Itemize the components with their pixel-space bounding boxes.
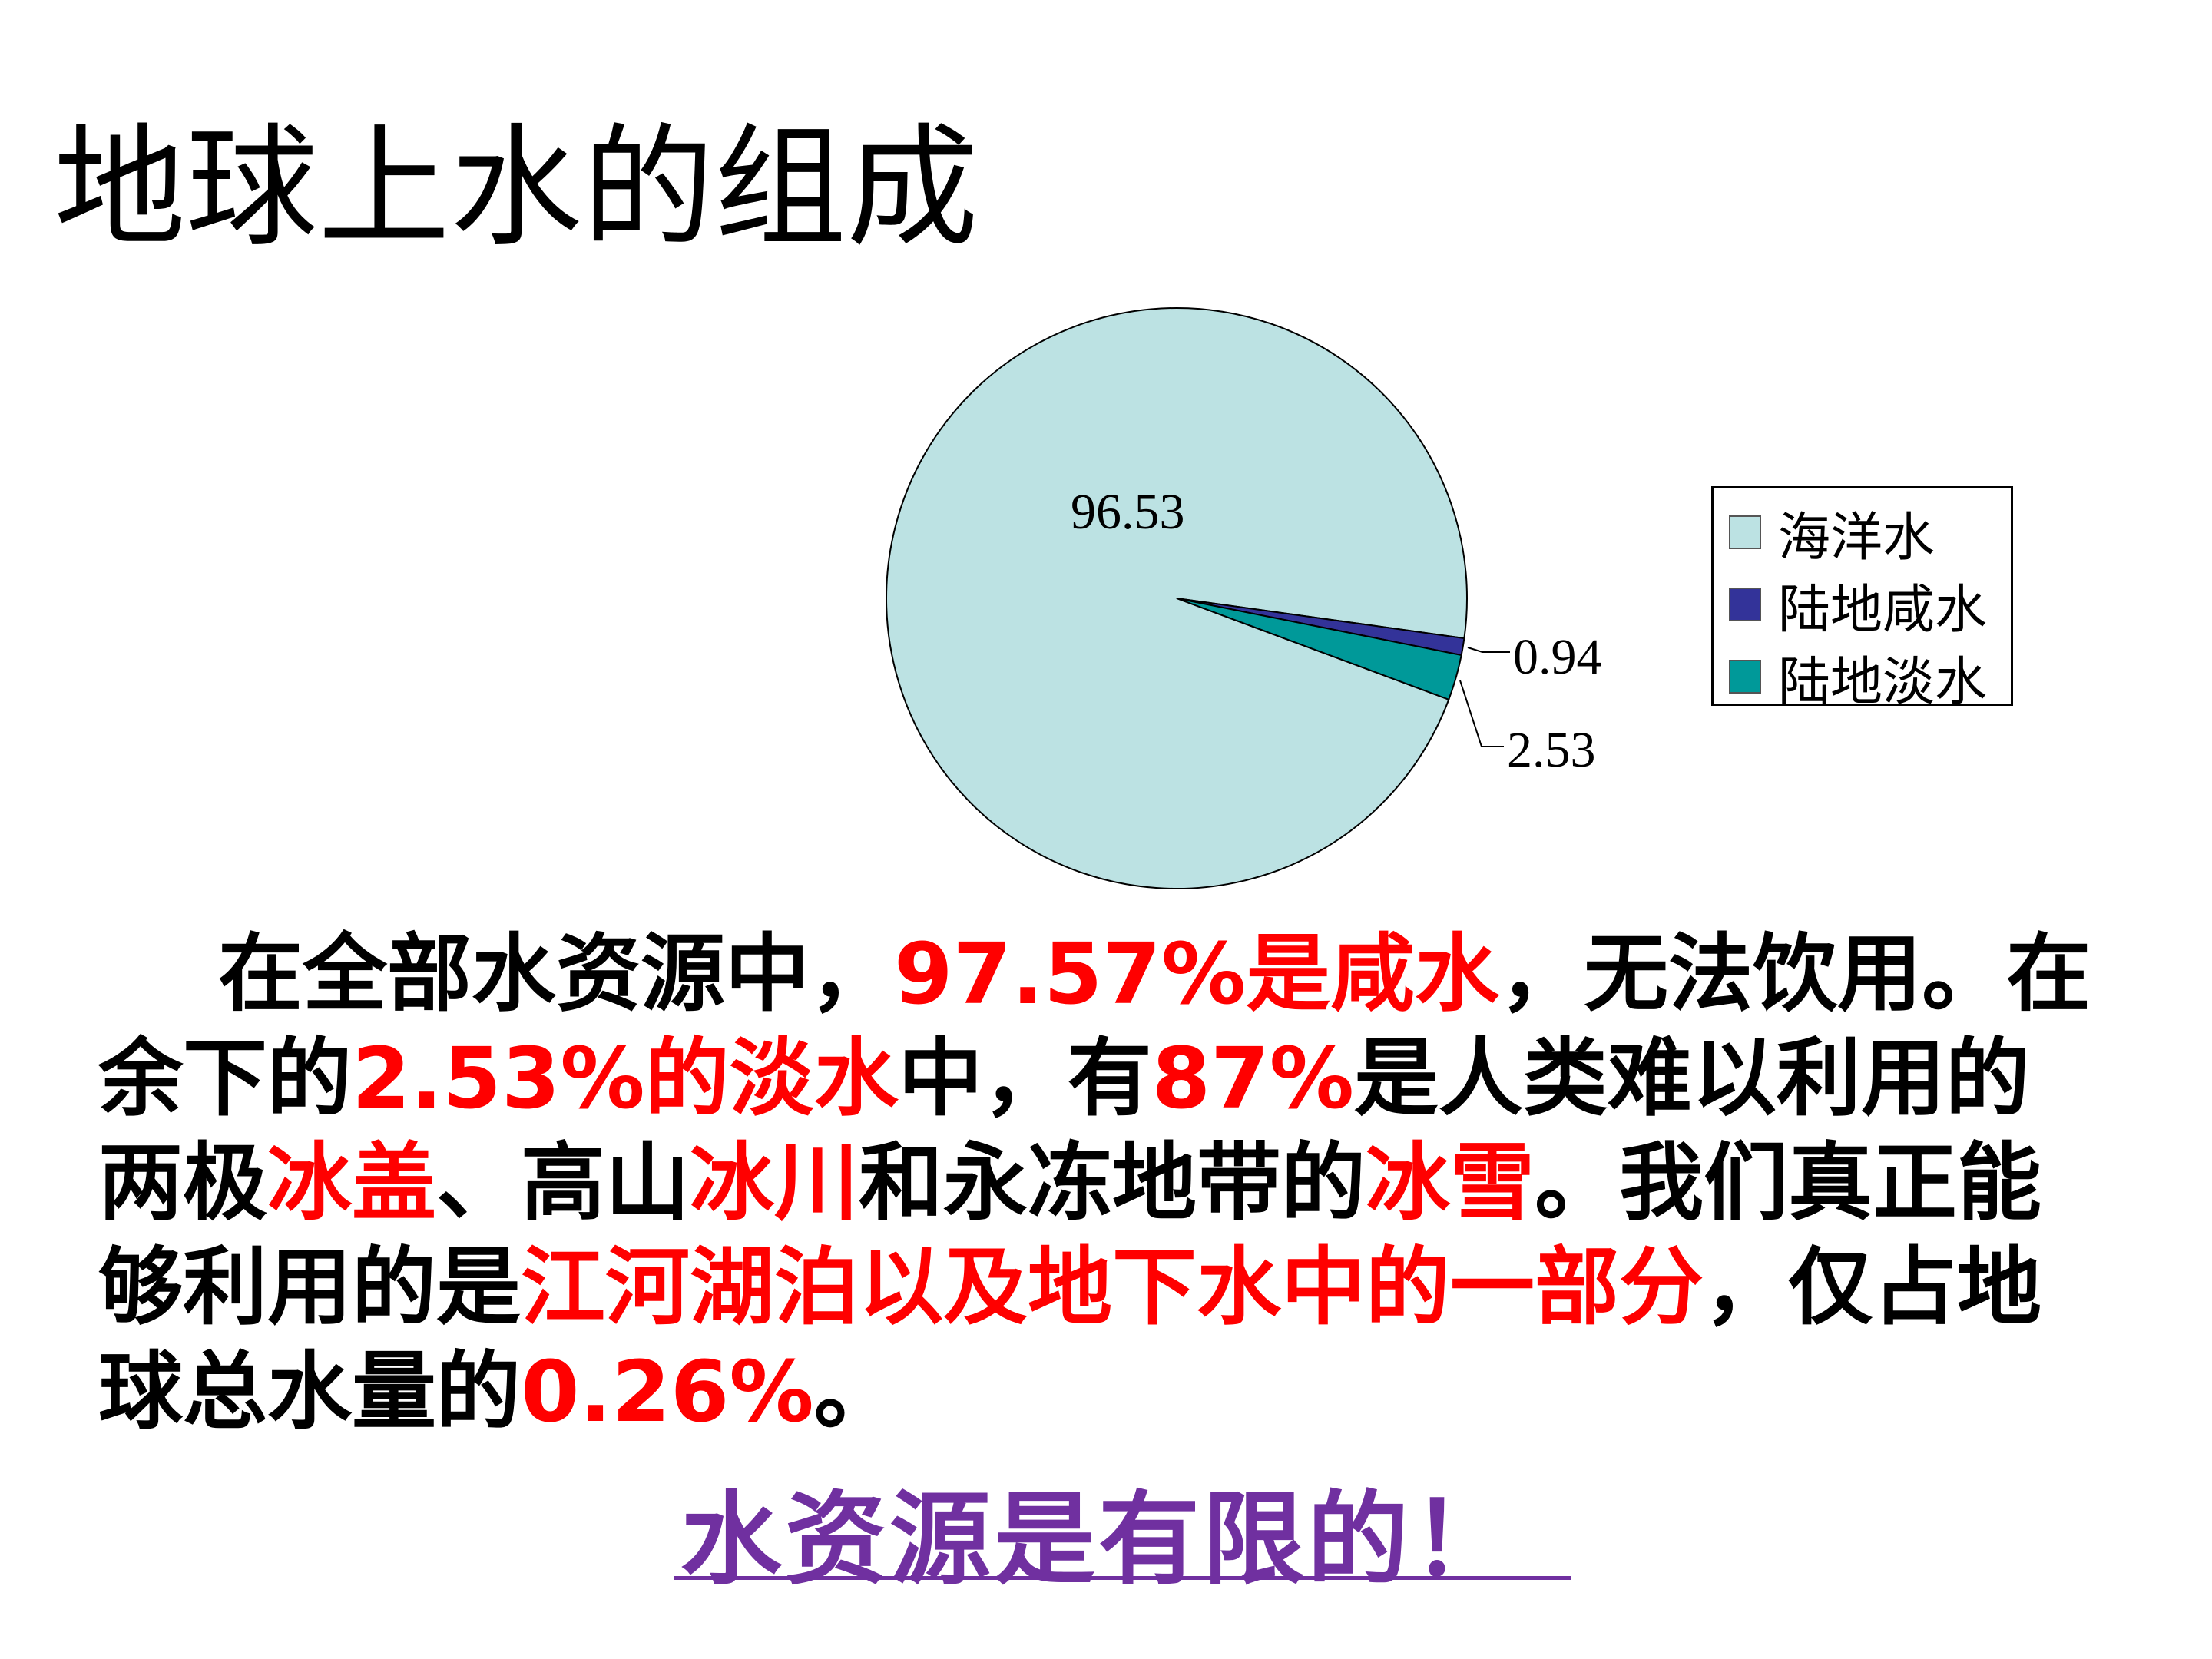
leader-line xyxy=(1459,680,1504,747)
legend-swatch xyxy=(1729,588,1761,621)
body-paragraph: 在全部水资源中，97.57%是咸水，无法饮用。在余下的2.53%的淡水中，有87… xyxy=(98,922,2111,1444)
page-title: 地球上水的组成 xyxy=(54,111,979,265)
data-label: 96.53 xyxy=(1071,484,1185,540)
highlight-text: 97.57%是咸水 xyxy=(894,925,1500,1023)
slice-land-freshwater xyxy=(1176,598,1462,701)
body-text: 。我们真正能够利用的是 xyxy=(98,1134,2041,1336)
highlight-text: 冰雪 xyxy=(1366,1134,1535,1232)
highlight-text: 冰盖 xyxy=(267,1134,436,1232)
data-label: 0.94 xyxy=(1513,629,1602,685)
slogan-underline xyxy=(674,1576,1571,1580)
body-text: 中，有 xyxy=(898,1029,1152,1128)
pie-chart: 96.53 0.94 2.53 xyxy=(886,306,1602,889)
body-text: 、高山 xyxy=(436,1134,690,1232)
legend-item-ocean: 海洋水 xyxy=(1729,498,1935,568)
legend-label: 海洋水 xyxy=(1778,507,1936,568)
highlight-text: 0.26% xyxy=(521,1343,814,1441)
highlight-text: 冰川 xyxy=(690,1134,859,1232)
legend-label: 陆地淡水 xyxy=(1778,651,1988,713)
body-text: 在全部水资源中， xyxy=(218,925,894,1023)
legend-item-land-saltwater: 陆地咸水 xyxy=(1729,570,1987,641)
body-text: ，仅占地球总水量的 xyxy=(98,1238,2041,1441)
body-text: 。 xyxy=(813,1343,899,1441)
body-text: ，无法饮用。在余下的 xyxy=(98,925,2091,1128)
body-text: 和永冻地带的 xyxy=(859,1134,1366,1232)
data-label: 2.53 xyxy=(1507,722,1596,778)
highlight-text: 江河湖泊以及地下水中的一部分 xyxy=(521,1238,1704,1336)
legend: 海洋水 陆地咸水 陆地淡水 xyxy=(1711,486,2013,713)
legend-swatch xyxy=(1729,515,1761,549)
highlight-text: 87% xyxy=(1151,1029,1354,1128)
highlight-text: 2.53%的淡水 xyxy=(352,1029,899,1128)
legend-swatch xyxy=(1729,660,1761,694)
legend-item-land-freshwater: 陆地淡水 xyxy=(1729,642,1987,713)
slogan: 水资源是有限的！ xyxy=(680,1481,1516,1599)
legend-label: 陆地咸水 xyxy=(1778,579,1988,641)
leader-line xyxy=(1467,647,1510,653)
body-text: 是人类难以利用的两极 xyxy=(98,1029,2030,1232)
